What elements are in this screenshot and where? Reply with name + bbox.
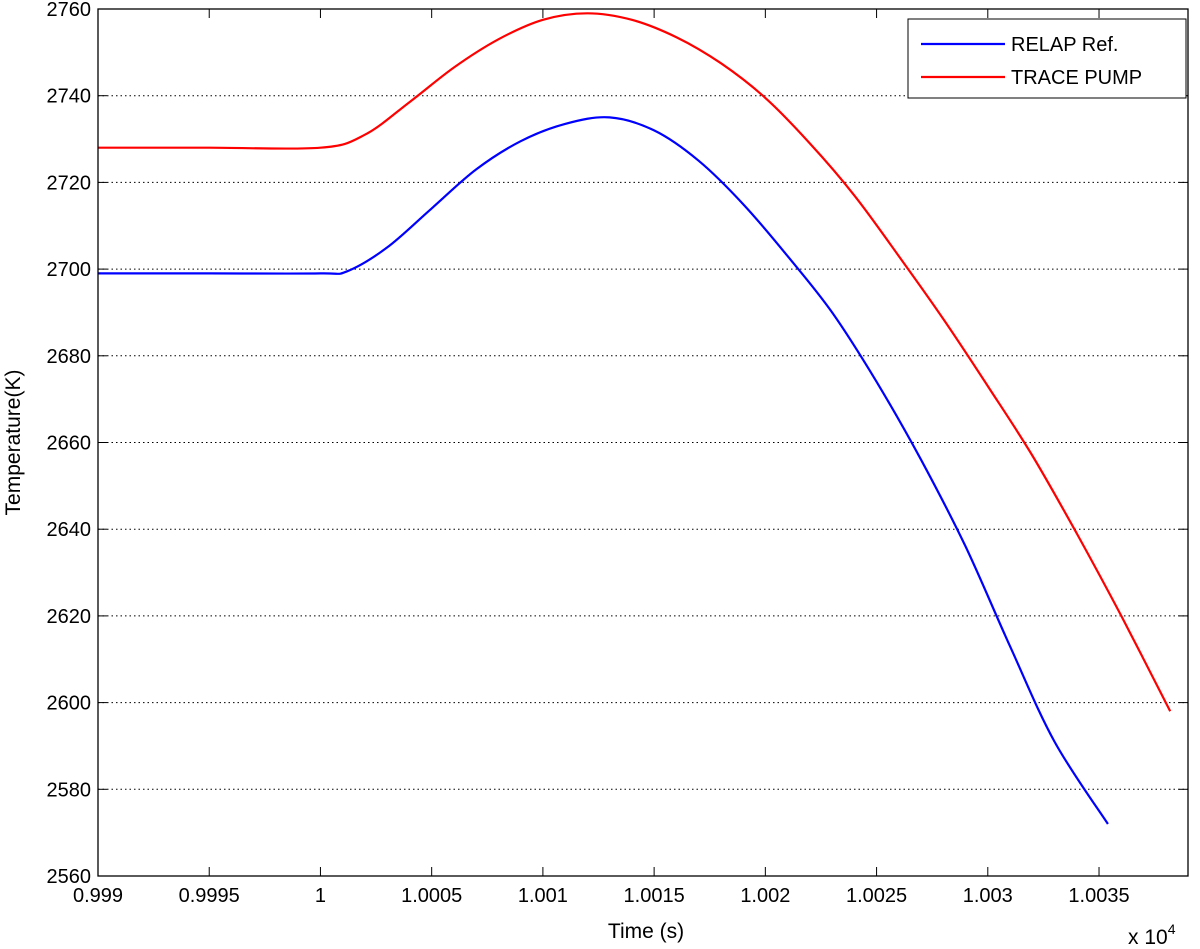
grid-lines bbox=[98, 95, 1188, 790]
y-tick-label: 2680 bbox=[47, 346, 92, 368]
legend: RELAP Ref. TRACE PUMP bbox=[907, 18, 1187, 99]
y-tick-label: 2760 bbox=[47, 0, 92, 21]
x-tick-label: 1 bbox=[315, 885, 326, 907]
y-tick-label: 2720 bbox=[47, 172, 92, 194]
y-tick-label: 2740 bbox=[47, 86, 92, 108]
x-tick-label: 1.0005 bbox=[401, 885, 462, 907]
y-axis-label: Temperature(K) bbox=[2, 370, 25, 516]
y-tick-label: 2620 bbox=[47, 606, 92, 628]
x-axis-label: Time (s) bbox=[608, 920, 684, 943]
series-layer bbox=[97, 12, 1172, 825]
y-tick-label: 2580 bbox=[47, 779, 92, 801]
legend-entry-trace: TRACE PUMP bbox=[1011, 67, 1142, 89]
x-tick-label: 1.0025 bbox=[846, 885, 907, 907]
y-tick-label: 2640 bbox=[47, 519, 92, 541]
x-tick-label: 1.0015 bbox=[624, 885, 685, 907]
x-axis-multiplier-exponent: 4 bbox=[1168, 921, 1176, 937]
tick-labels: 2560 2580 2600 2620 2640 2660 2680 2700 2720 2740… bbox=[47, 0, 1130, 907]
x-tick-label: 1.001 bbox=[518, 885, 568, 907]
legend-box bbox=[907, 18, 1187, 99]
x-tick-label: 1.002 bbox=[740, 885, 790, 907]
x-tick-label: 1.0035 bbox=[1068, 885, 1129, 907]
y-tick-label: 2660 bbox=[47, 433, 92, 455]
axis-ticks bbox=[97, 8, 1188, 877]
series-line-relap bbox=[97, 116, 1109, 825]
y-tick-label: 2560 bbox=[47, 866, 92, 888]
x-tick-label: 1.003 bbox=[963, 885, 1013, 907]
x-tick-label: 0.9995 bbox=[179, 885, 240, 907]
legend-entry-relap: RELAP Ref. bbox=[1011, 34, 1118, 56]
x-tick-label: 0.999 bbox=[73, 885, 123, 907]
x-axis-multiplier-base: x 10 bbox=[1128, 926, 1168, 949]
y-tick-label: 2700 bbox=[47, 259, 92, 281]
series-line-trace bbox=[98, 12, 1172, 712]
x-axis-multiplier: x 104 bbox=[1128, 921, 1176, 949]
y-tick-label: 2600 bbox=[47, 693, 92, 715]
